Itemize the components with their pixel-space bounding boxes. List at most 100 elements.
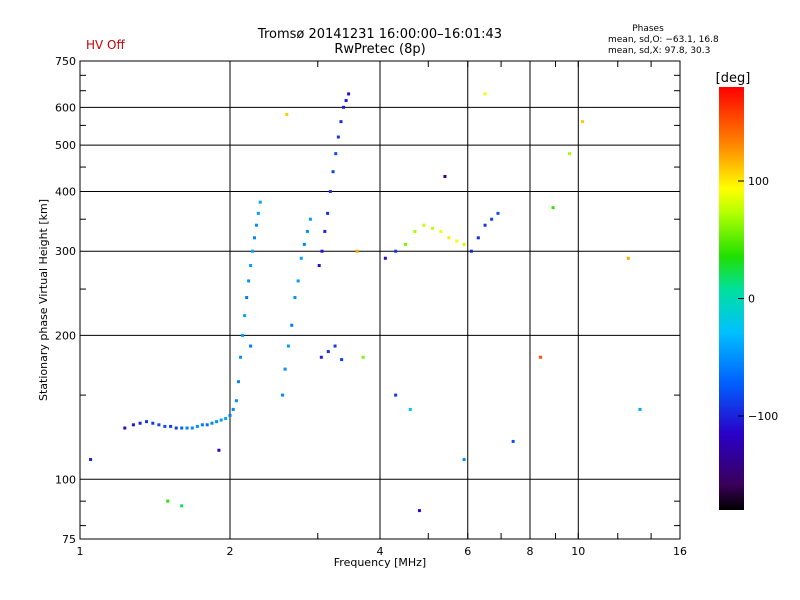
y-tick-label: 400 [55, 185, 76, 198]
data-point [539, 355, 543, 359]
data-point [241, 333, 245, 337]
data-point [163, 424, 167, 428]
data-point [195, 424, 199, 428]
x-tick-label: 16 [673, 545, 687, 558]
data-point [174, 426, 178, 430]
y-tick-label: 500 [55, 139, 76, 152]
data-point [490, 217, 494, 221]
data-point [290, 323, 294, 327]
data-point [200, 423, 204, 427]
data-point [239, 355, 243, 359]
hv-status: HV Off [86, 38, 125, 52]
data-point [145, 420, 149, 424]
data-point [340, 358, 344, 362]
data-point [180, 504, 184, 508]
data-point [249, 264, 253, 268]
phases-o: mean, sd,O: −63.1, 16.8 [608, 35, 719, 45]
colorbar-tick-label: −100 [748, 410, 778, 423]
data-point [302, 242, 306, 246]
x-tick-label: 8 [527, 545, 534, 558]
data-point [408, 407, 412, 411]
data-point [215, 420, 219, 424]
y-tick-label: 100 [55, 473, 76, 486]
data-point [293, 296, 297, 300]
data-point [383, 256, 387, 260]
data-point [326, 211, 330, 215]
grid-lines [80, 61, 680, 539]
x-axis-label: Frequency [MHz] [334, 556, 426, 569]
data-point [328, 189, 332, 193]
colorbar-tick-label: 100 [748, 175, 769, 188]
data-point [567, 152, 571, 156]
data-point [431, 226, 435, 230]
data-point [581, 120, 585, 124]
data-point [344, 99, 348, 103]
data-point [180, 426, 184, 430]
data-point [447, 236, 451, 240]
data-point [417, 509, 421, 513]
data-point [394, 249, 398, 253]
data-point [210, 421, 214, 425]
y-tick-label: 750 [55, 55, 76, 68]
data-point [131, 423, 135, 427]
data-point [243, 314, 247, 318]
data-point [455, 239, 459, 243]
data-point [123, 426, 127, 430]
data-point [469, 249, 473, 253]
x-tick-label: 4 [377, 545, 384, 558]
data-point [326, 350, 330, 354]
phases-x: mean, sd,X: 97.8, 30.3 [608, 46, 710, 56]
colorbar-label: [deg] [716, 71, 751, 86]
data-point [245, 296, 249, 300]
data-point [462, 457, 466, 461]
data-point [333, 344, 337, 348]
data-points [89, 92, 642, 513]
data-point [511, 439, 515, 443]
colorbar-ticks: 100 0 −100 [738, 175, 778, 423]
data-point [249, 344, 253, 348]
data-point [439, 229, 443, 233]
data-point [336, 135, 340, 139]
data-point [551, 206, 555, 210]
data-point [256, 211, 260, 215]
data-point [89, 457, 93, 461]
data-point [626, 256, 630, 260]
data-point [323, 229, 327, 233]
data-point [403, 242, 407, 246]
data-point [347, 92, 351, 96]
data-point [247, 279, 251, 283]
data-point [422, 223, 426, 227]
data-point [443, 174, 447, 178]
data-point [462, 242, 466, 246]
data-point [299, 256, 303, 260]
data-point [342, 105, 346, 109]
data-point [285, 112, 289, 116]
data-point [320, 249, 324, 253]
x-tick-label: 1 [77, 545, 84, 558]
data-point [331, 170, 335, 174]
y-tick-label: 75 [62, 533, 76, 546]
data-point [205, 423, 209, 427]
data-point [253, 236, 257, 240]
data-point [296, 279, 300, 283]
chart-title: Tromsø 20141231 16:00:00–16:01:43 [257, 27, 502, 42]
y-tick-label: 300 [55, 245, 76, 258]
data-point [228, 413, 232, 417]
x-tick-label: 6 [464, 545, 471, 558]
y-tick-label: 200 [55, 329, 76, 342]
data-point [317, 264, 321, 268]
data-point [355, 249, 359, 253]
data-point [224, 417, 228, 421]
data-point [283, 367, 287, 371]
data-point [483, 92, 487, 96]
y-axis-label: Stationary phase Virtual Height [km] [37, 199, 50, 401]
x-tick-label: 2 [227, 545, 234, 558]
data-point [157, 423, 161, 427]
data-point [217, 448, 221, 452]
data-point [413, 229, 417, 233]
data-point [394, 393, 398, 397]
data-point [483, 223, 487, 227]
data-point [219, 418, 223, 422]
data-point [258, 200, 262, 204]
